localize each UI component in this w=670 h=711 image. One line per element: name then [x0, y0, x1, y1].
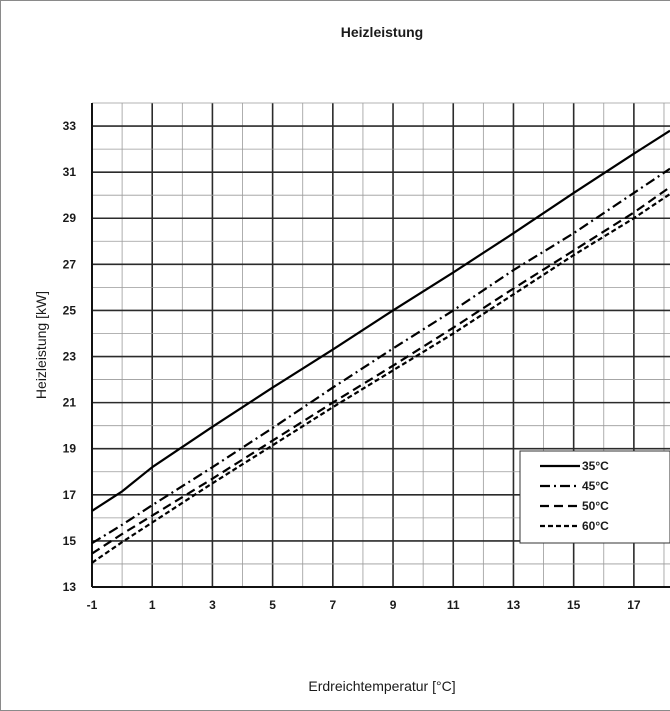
y-tick-label: 31 [63, 165, 77, 179]
y-axis-label: Heizleistung [kW] [33, 291, 49, 399]
x-tick-label: 3 [209, 598, 216, 612]
series-lines [91, 129, 670, 564]
x-tick-label: 5 [269, 598, 276, 612]
x-tick-label: 7 [329, 598, 336, 612]
x-tick-label: 15 [567, 598, 581, 612]
x-tick-label: 1 [149, 598, 156, 612]
x-tick-label: -1 [87, 598, 98, 612]
y-tick-label: 27 [63, 257, 77, 271]
chart-title: Heizleistung [341, 24, 423, 40]
y-tick-label: 13 [63, 580, 77, 594]
legend-entry: 60°C [582, 519, 609, 533]
series-line-1 [91, 129, 670, 512]
x-tick-label: 13 [507, 598, 521, 612]
y-tick-label: 15 [63, 534, 77, 548]
x-tick-labels: -1 1 3 5 7 9 11 13 15 17 [87, 598, 641, 612]
legend-entry: 45°C [582, 479, 609, 493]
grid [91, 102, 670, 588]
y-tick-label: 29 [63, 211, 77, 225]
legend-entry: 35°C [582, 459, 609, 473]
series-line-3 [91, 186, 670, 555]
series-line-2 [91, 167, 670, 545]
x-tick-label: 9 [390, 598, 397, 612]
y-tick-label: 21 [63, 396, 77, 410]
x-tick-label: 11 [447, 598, 460, 612]
x-tick-label: 17 [627, 598, 641, 612]
y-tick-label: 23 [63, 350, 77, 364]
y-tick-label: 33 [63, 119, 77, 133]
x-axis-label: Erdreichtemperatur [°C] [308, 678, 455, 694]
y-tick-label: 17 [63, 488, 77, 502]
legend-entry: 50°C [582, 499, 609, 513]
legend: 35°C 45°C 50°C 60°C [519, 450, 670, 544]
series-line-4 [91, 193, 670, 564]
y-tick-label: 19 [63, 442, 77, 456]
y-tick-label: 25 [63, 303, 77, 317]
y-tick-labels: 13 15 17 19 21 23 25 27 29 31 33 [63, 119, 77, 594]
